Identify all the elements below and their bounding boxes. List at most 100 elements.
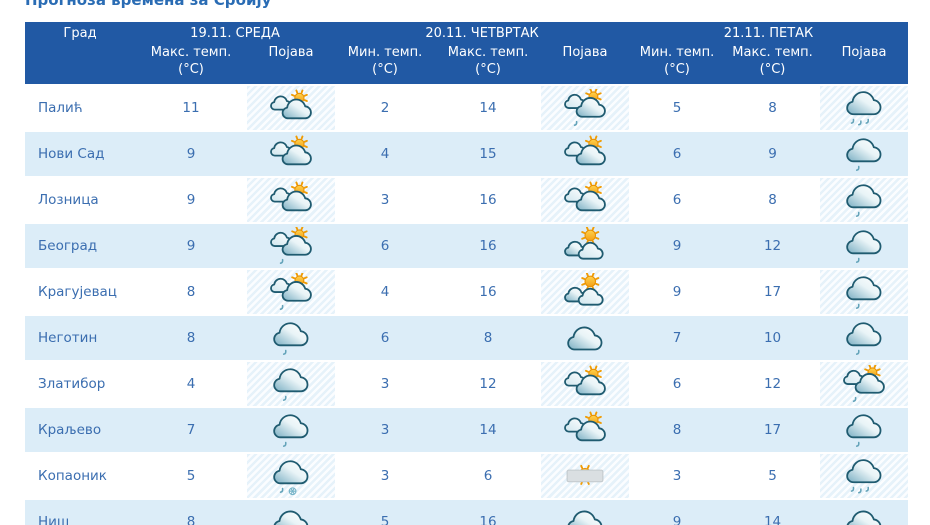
city-cell: Краљево <box>25 408 135 454</box>
day-header-wednesday: 19.11. СРЕДА <box>135 22 336 43</box>
fri-min-temp-cell: 7 <box>629 316 726 362</box>
thu-phenomenon-cell <box>541 454 630 500</box>
wed-max-temp-header: Макс. темп. (°C) <box>135 43 247 86</box>
cloud-sun-rain-icon <box>843 365 885 402</box>
cloud-rain1-icon <box>273 414 309 447</box>
cloud-rain-snow-icon <box>273 460 309 496</box>
fri-max-temp-cell: 8 <box>725 178 821 224</box>
thu-phenomenon-cell <box>541 270 630 316</box>
table-row: Крагујевац 8 4 16 9 17 <box>25 270 909 316</box>
forecast-body: Палић 11 2 14 5 8 Нови Сад 9 4 15 6 9 Лозница 9 3 16 6 8 Б… <box>25 86 909 525</box>
thu-phenomenon-cell <box>541 132 630 178</box>
thu-min-temp-cell: 4 <box>335 270 436 316</box>
thu-min-temp-cell: 3 <box>335 178 436 224</box>
cloud-rain1-icon <box>846 184 882 217</box>
thu-min-temp-cell: 6 <box>335 224 436 270</box>
cloud-sun-icon <box>564 135 606 166</box>
thu-min-temp-header: Мин. темп. (°C) <box>335 43 436 86</box>
fri-min-temp-cell: 6 <box>629 178 726 224</box>
cloud-rain1-icon <box>846 138 882 171</box>
thu-max-temp-header: Макс. темп. (°C) <box>435 43 542 86</box>
day-header-friday: 21.11. ПЕТАК <box>629 22 909 43</box>
thu-max-temp-cell: 16 <box>435 500 542 525</box>
wed-max-temp-cell: 9 <box>135 178 247 224</box>
table-header: Град 19.11. СРЕДА 20.11. ЧЕТВРТАК 21.11.… <box>25 22 909 86</box>
fri-min-temp-cell: 9 <box>629 224 726 270</box>
fri-max-temp-cell: 12 <box>725 362 821 408</box>
cloud-rain1-icon <box>846 276 882 309</box>
cloud-sun-icon <box>270 181 312 212</box>
thu-phenomenon-cell <box>541 408 630 454</box>
day-header-thursday: 20.11. ЧЕТВРТАК <box>335 22 630 43</box>
thu-phenomenon-cell <box>541 224 630 270</box>
table-row: Краљево 7 3 14 8 17 <box>25 408 909 454</box>
table-row: Златибор 4 3 12 6 12 <box>25 362 909 408</box>
cloud-icon <box>567 510 603 525</box>
thu-phenomenon-cell <box>541 500 630 525</box>
wed-max-temp-cell: 5 <box>135 454 247 500</box>
cloud-sun-icon <box>564 411 606 442</box>
page-title: Прогноза времена за Србију <box>25 0 272 9</box>
fri-max-temp-cell: 10 <box>725 316 821 362</box>
city-cell: Палић <box>25 86 135 132</box>
cloud-rain1-icon <box>846 322 882 355</box>
thu-max-temp-cell: 16 <box>435 178 542 224</box>
thu-phenomenon-cell <box>541 86 630 132</box>
forecast-table: Град 19.11. СРЕДА 20.11. ЧЕТВРТАК 21.11.… <box>25 22 909 525</box>
city-cell: Београд <box>25 224 135 270</box>
sun-cloud-icon <box>564 227 604 260</box>
fri-min-temp-cell: 6 <box>629 132 726 178</box>
thu-min-temp-cell: 6 <box>335 316 436 362</box>
fri-max-temp-header: Макс. темп. (°C) <box>725 43 821 86</box>
thu-max-temp-cell: 14 <box>435 86 542 132</box>
cloud-rain1-icon <box>846 230 882 263</box>
city-cell: Неготин <box>25 316 135 362</box>
fri-min-temp-header: Мин. темп. (°C) <box>629 43 726 86</box>
wed-max-temp-cell: 9 <box>135 132 247 178</box>
thu-max-temp-cell: 16 <box>435 270 542 316</box>
cloud-icon <box>273 510 309 525</box>
wed-phenomenon-cell <box>247 178 336 224</box>
fri-phenomenon-cell <box>820 178 909 224</box>
wed-max-temp-cell: 9 <box>135 224 247 270</box>
wed-phenomenon-cell <box>247 454 336 500</box>
table-row: Лозница 9 3 16 6 8 <box>25 178 909 224</box>
wed-max-temp-cell: 8 <box>135 500 247 525</box>
thu-phenomenon-cell <box>541 362 630 408</box>
fri-max-temp-cell: 12 <box>725 224 821 270</box>
table-row: Нови Сад 9 4 15 6 9 <box>25 132 909 178</box>
wed-phenomenon-cell <box>247 86 336 132</box>
city-cell: Златибор <box>25 362 135 408</box>
thu-max-temp-cell: 12 <box>435 362 542 408</box>
fri-max-temp-cell: 8 <box>725 86 821 132</box>
wed-max-temp-cell: 7 <box>135 408 247 454</box>
wed-phenomenon-cell <box>247 224 336 270</box>
header-day-row: Град 19.11. СРЕДА 20.11. ЧЕТВРТАК 21.11.… <box>25 22 909 86</box>
fri-min-temp-cell: 6 <box>629 362 726 408</box>
header-columns-row: Макс. темп. (°C) Појава Мин. темп. (°C) … <box>25 43 909 86</box>
cloud-sun-icon <box>564 365 606 396</box>
city-cell: Крагујевац <box>25 270 135 316</box>
cloud-rain1-icon <box>273 322 309 355</box>
city-cell: Нови Сад <box>25 132 135 178</box>
fri-phenomenon-cell <box>820 408 909 454</box>
thu-max-temp-cell: 14 <box>435 408 542 454</box>
fri-min-temp-cell: 9 <box>629 500 726 525</box>
city-cell: Копаоник <box>25 454 135 500</box>
city-cell: Лозница <box>25 178 135 224</box>
thu-min-temp-cell: 5 <box>335 500 436 525</box>
cloud-icon <box>567 326 603 351</box>
cloud-sun-icon <box>564 181 606 212</box>
table-row: Београд 9 6 16 9 12 <box>25 224 909 270</box>
wed-phenomenon-cell <box>247 408 336 454</box>
fri-phenomenon-cell <box>820 86 909 132</box>
thu-min-temp-cell: 3 <box>335 454 436 500</box>
wed-max-temp-cell: 11 <box>135 86 247 132</box>
fri-min-temp-cell: 5 <box>629 86 726 132</box>
thu-min-temp-cell: 2 <box>335 86 436 132</box>
cloud-rain3-icon <box>846 91 882 126</box>
fri-phenomenon-cell <box>820 224 909 270</box>
fri-min-temp-cell: 8 <box>629 408 726 454</box>
cloud-sun-icon <box>270 89 312 120</box>
